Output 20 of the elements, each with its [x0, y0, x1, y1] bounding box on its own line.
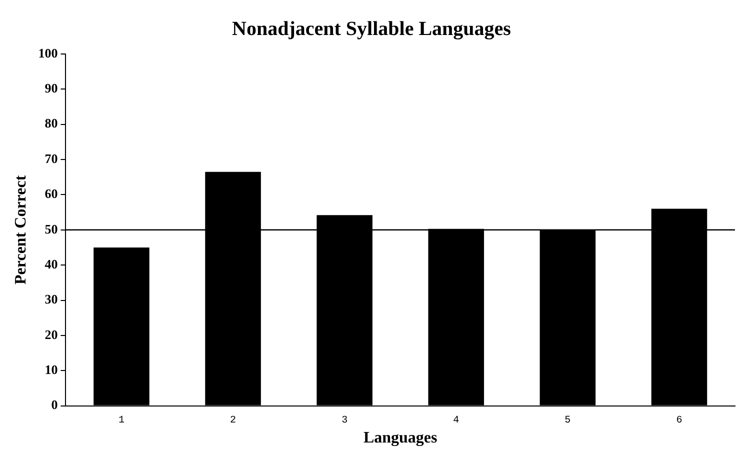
y-tick-label: 40: [44, 256, 58, 272]
y-tick-label: 50: [44, 221, 58, 236]
x-tick-label: 1: [118, 415, 124, 426]
x-tick-label: 3: [342, 415, 348, 426]
y-tick-label: 60: [44, 186, 58, 202]
y-tick-label: 10: [44, 362, 58, 377]
x-tick-label: 4: [453, 415, 460, 426]
x-tick-label: 5: [564, 415, 571, 426]
y-tick-label: 30: [44, 292, 58, 307]
y-tick-label: 70: [44, 150, 58, 166]
y-tick-label: 90: [44, 80, 58, 96]
y-axis-title: Percent Correct: [12, 174, 30, 284]
y-tick-label: 0: [51, 397, 58, 412]
y-tick-label: 100: [38, 45, 58, 60]
y-tick-label: 20: [44, 326, 58, 342]
x-tick-label: 2: [230, 415, 236, 426]
x-axis-title: Languages: [363, 430, 438, 447]
chart-title: Nonadjacent Syllable Languages: [232, 18, 512, 40]
x-tick-label: 6: [676, 415, 682, 426]
y-tick-label: 80: [44, 116, 58, 131]
